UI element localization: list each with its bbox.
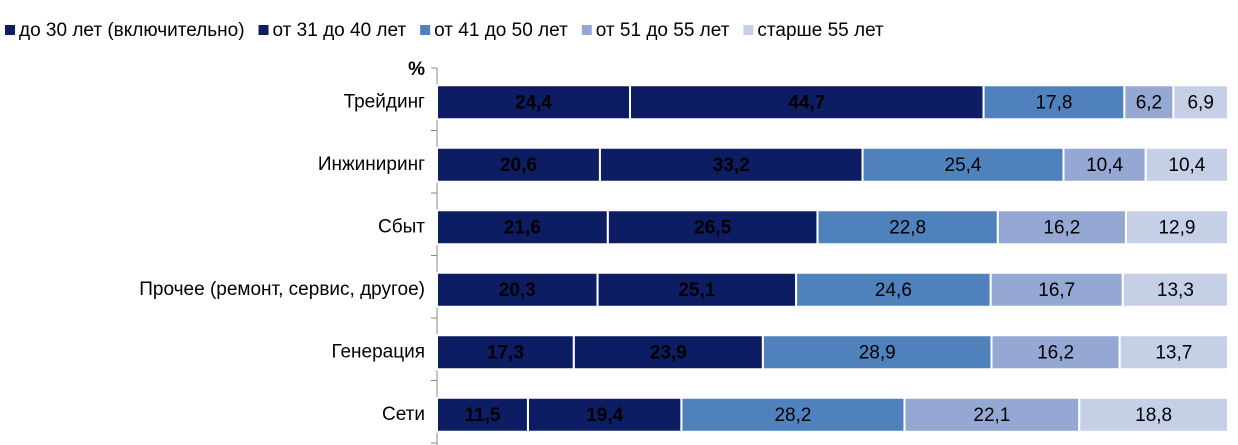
data-label: 33,2: [713, 155, 750, 176]
bar-segment: [990, 334, 1121, 371]
bar-segment: [1062, 146, 1147, 183]
bar-segment: [572, 334, 764, 371]
data-label: 11,5: [465, 405, 501, 426]
bar-segment: [606, 209, 819, 246]
legend-label: от 41 до 50 лет: [434, 20, 568, 41]
legend-label: до 30 лет (включительно): [19, 20, 245, 41]
bar-segment: [1124, 209, 1230, 246]
data-label: 26,5: [694, 217, 731, 238]
bar-segment: [795, 271, 992, 308]
data-label: 25,4: [945, 155, 982, 176]
data-label: 17,8: [1035, 92, 1072, 113]
bar-segment: [629, 84, 985, 121]
data-label: 25,1: [678, 280, 715, 301]
data-label: 28,9: [859, 342, 896, 363]
bar-segment: [436, 271, 599, 308]
category-label: Сети: [382, 404, 425, 425]
bar-segment: [996, 209, 1127, 246]
data-label: 20,3: [499, 280, 536, 301]
axis-label: %: [408, 59, 425, 80]
data-label: 22,1: [973, 405, 1010, 426]
legend-swatch: [743, 25, 754, 35]
legend-swatch: [5, 25, 15, 35]
category-label: Прочее (ремонт, сервис, другое): [139, 279, 425, 300]
data-label: 19,4: [586, 405, 623, 426]
bar-segment: [436, 146, 601, 183]
bar-segment: [1172, 84, 1230, 121]
bar-segment: [1144, 146, 1229, 183]
legend-swatch: [258, 25, 269, 35]
bar-segment: [598, 146, 864, 183]
bar-segment: [680, 396, 906, 433]
data-label: 10,4: [1086, 155, 1123, 176]
category-label: Трейдинг: [344, 91, 425, 112]
bar-segment: [1078, 396, 1229, 433]
data-label: 16,7: [1038, 280, 1075, 301]
data-label: 21,6: [504, 217, 541, 238]
category-label: Инжиниринг: [318, 154, 425, 175]
data-label: 24,6: [875, 280, 912, 301]
bar-segment: [816, 209, 999, 246]
legend-label: от 31 до 40 лет: [273, 20, 407, 41]
bar-segment: [989, 271, 1124, 308]
bar-segment: [903, 396, 1081, 433]
bar-segment: [436, 84, 632, 121]
bar-segment: [596, 271, 798, 308]
category-label: Сбыт: [378, 216, 425, 237]
legend-swatch: [581, 25, 592, 35]
data-label: 44,7: [788, 92, 825, 113]
category-label: Генерация: [331, 341, 425, 362]
data-label: 12,9: [1158, 217, 1195, 238]
bar-segment: [861, 146, 1065, 183]
data-label: 16,2: [1037, 342, 1074, 363]
data-label: 17,3: [487, 342, 524, 363]
data-label: 16,2: [1043, 217, 1080, 238]
bar-segment: [761, 334, 993, 371]
data-label: 23,9: [650, 342, 687, 363]
bar-segment: [526, 396, 683, 433]
data-label: 13,7: [1155, 342, 1192, 363]
data-label: 10,4: [1168, 155, 1205, 176]
bar-segment: [436, 396, 529, 433]
legend-swatch: [420, 25, 431, 35]
data-label: 6,2: [1136, 92, 1162, 113]
bar-segment: [1121, 271, 1229, 308]
data-label: 20,6: [500, 155, 537, 176]
data-label: 6,9: [1187, 92, 1213, 113]
data-label: 18,8: [1135, 405, 1172, 426]
data-label: 28,2: [774, 405, 811, 426]
legend-label: старше 55 лет: [757, 20, 884, 41]
data-label: 24,4: [515, 92, 552, 113]
bar-segment: [1118, 334, 1230, 371]
bar-segment: [436, 209, 609, 246]
legend-label: от 51 до 55 лет: [596, 20, 730, 41]
data-label: 22,8: [889, 217, 926, 238]
data-label: 13,3: [1157, 280, 1194, 301]
